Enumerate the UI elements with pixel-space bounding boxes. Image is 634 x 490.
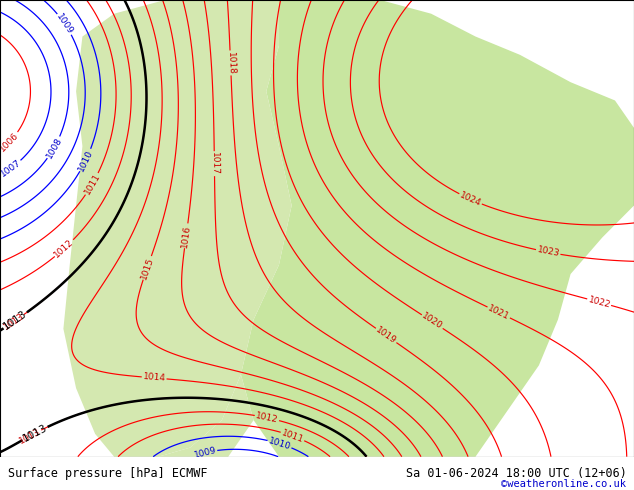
Text: 1013: 1013 — [18, 426, 42, 445]
Text: 1014: 1014 — [143, 372, 166, 383]
Text: 1011: 1011 — [280, 428, 305, 444]
Text: 1011: 1011 — [82, 172, 102, 196]
Text: 1015: 1015 — [139, 255, 155, 280]
Text: 1020: 1020 — [420, 312, 444, 332]
Text: 1007: 1007 — [0, 158, 23, 179]
Text: 1016: 1016 — [180, 224, 192, 248]
Text: Surface pressure [hPa] ECMWF: Surface pressure [hPa] ECMWF — [8, 466, 207, 480]
Text: Sa 01-06-2024 18:00 UTC (12+06): Sa 01-06-2024 18:00 UTC (12+06) — [406, 466, 626, 480]
Text: 1009: 1009 — [193, 445, 217, 460]
Text: 1022: 1022 — [587, 295, 611, 310]
Text: 1010: 1010 — [268, 436, 292, 451]
Text: 1008: 1008 — [44, 135, 63, 160]
Text: 1024: 1024 — [458, 190, 482, 208]
Text: 1013: 1013 — [2, 309, 29, 332]
Text: 1012: 1012 — [53, 237, 75, 259]
Text: 1019: 1019 — [374, 325, 398, 346]
Text: ©weatheronline.co.uk: ©weatheronline.co.uk — [501, 479, 626, 490]
Text: 1009: 1009 — [55, 12, 75, 36]
Text: 1021: 1021 — [486, 303, 511, 321]
Text: 1010: 1010 — [77, 148, 94, 172]
Text: 1018: 1018 — [226, 51, 235, 74]
Text: 1017: 1017 — [210, 152, 219, 175]
Polygon shape — [241, 0, 634, 457]
Text: 1013: 1013 — [2, 312, 25, 332]
Text: 1006: 1006 — [0, 130, 21, 153]
Text: 1013: 1013 — [21, 423, 49, 444]
Polygon shape — [114, 374, 254, 457]
Text: 1012: 1012 — [255, 411, 279, 424]
Polygon shape — [63, 0, 292, 457]
Text: 1023: 1023 — [536, 245, 560, 259]
